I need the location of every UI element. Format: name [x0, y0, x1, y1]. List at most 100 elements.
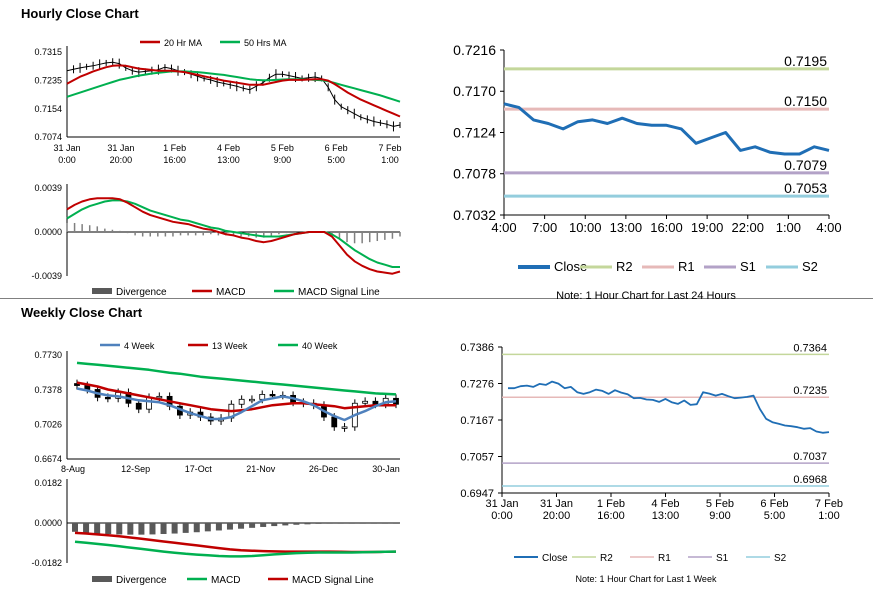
ma13-week-line	[76, 381, 396, 413]
y-tick-label: 0.0000	[34, 227, 62, 237]
close-line	[508, 380, 830, 434]
x-tick-label: 0:00	[58, 155, 76, 165]
y-tick-label: 0.7074	[34, 132, 62, 142]
ma20-line	[66, 64, 401, 118]
divergence-bar	[182, 523, 189, 533]
legend-swatch	[92, 576, 112, 582]
weekly-section-title: Weekly Close Chart	[21, 305, 143, 320]
x-tick-label: 1:00	[818, 510, 839, 522]
divergence-bar	[293, 523, 300, 525]
y-tick-label: 0.6674	[34, 454, 62, 464]
candle-body	[104, 396, 111, 400]
x-tick-label: 5 Feb	[271, 143, 294, 153]
y-tick-label: 0.7167	[460, 415, 494, 427]
candle-body	[249, 398, 255, 402]
candle-body	[269, 393, 276, 397]
x-tick-label: 26-Dec	[309, 464, 339, 474]
macd-line	[66, 197, 401, 275]
legend-label: S1	[716, 553, 729, 564]
divergence-bar	[393, 523, 399, 524]
y-tick-label: 0.7124	[453, 124, 496, 140]
y-tick-label: 0.7032	[453, 207, 496, 223]
legend-label: S2	[774, 553, 787, 564]
chart-note: Note: 1 Hour Chart for Last 24 Hours	[556, 290, 736, 302]
divergence-bar	[193, 523, 200, 533]
legend-label: MACD Signal Line	[298, 287, 380, 298]
x-tick-label: 1:00	[381, 155, 399, 165]
x-tick-label: 31 Jan	[485, 498, 518, 510]
macd-line	[74, 540, 397, 558]
x-tick-label: 4 Feb	[651, 498, 679, 510]
x-tick-label: 1 Feb	[597, 498, 625, 510]
level-label-r1: 0.7235	[793, 385, 827, 397]
section-divider	[0, 298, 873, 299]
legend-label: Close	[554, 259, 587, 274]
level-label-s2: 0.7053	[784, 180, 827, 196]
legend-label: 13 Week	[212, 341, 248, 351]
x-tick-label: 16:00	[163, 155, 186, 165]
divergence-bar	[149, 523, 156, 535]
candle-body	[238, 398, 245, 405]
y-tick-label: 0.7216	[453, 42, 496, 58]
divergence-bar	[381, 523, 388, 524]
x-tick-label: 31 Jan	[540, 498, 573, 510]
x-tick-label: 7 Feb	[815, 498, 843, 510]
legend-label: R1	[678, 259, 695, 274]
legend-label: MACD	[211, 575, 240, 586]
legend-label: 50 Hrs MA	[244, 38, 287, 48]
divergence-bar	[370, 523, 377, 524]
divergence-bar	[337, 523, 344, 524]
y-tick-label: 0.7386	[460, 342, 494, 354]
x-tick-label: 31 Jan	[53, 143, 80, 153]
x-tick-label: 30-Jan	[372, 464, 400, 474]
divergence-bar	[94, 523, 101, 534]
divergence-bar	[105, 523, 112, 534]
candle-body	[84, 385, 91, 390]
x-tick-label: 22:00	[731, 220, 764, 235]
legend-label: S2	[802, 259, 818, 274]
divergence-bar	[238, 523, 245, 529]
legend-label: Divergence	[116, 287, 167, 298]
x-tick-label: 5 Feb	[706, 498, 734, 510]
x-tick-label: 13:00	[217, 155, 240, 165]
y-tick-label: 0.0039	[34, 183, 62, 193]
divergence-bar	[271, 523, 278, 527]
y-tick-label: 0.7170	[453, 83, 496, 99]
x-tick-label: 12-Sep	[121, 464, 150, 474]
x-tick-label: 5:00	[327, 155, 345, 165]
divergence-bar	[171, 523, 178, 534]
divergence-bar	[83, 523, 90, 533]
x-tick-label: 8-Aug	[61, 464, 85, 474]
x-tick-label: 10:00	[569, 220, 602, 235]
divergence-bar	[348, 523, 355, 524]
level-label-r1: 0.7150	[784, 93, 827, 109]
candle-body	[135, 402, 142, 410]
x-tick-label: 1 Feb	[163, 143, 186, 153]
divergence-bar	[215, 523, 222, 531]
divergence-bar	[359, 523, 366, 524]
candle-body	[156, 395, 163, 399]
x-tick-label: 5:00	[764, 510, 785, 522]
legend-label: Divergence	[116, 575, 167, 586]
divergence-bar	[249, 523, 256, 528]
divergence-bar	[204, 523, 211, 532]
y-tick-label: 0.7078	[453, 166, 496, 182]
x-tick-label: 0:00	[491, 510, 512, 522]
divergence-bar	[260, 523, 267, 527]
candle-body	[331, 416, 338, 428]
y-tick-label: 0.0182	[34, 478, 62, 488]
macd-signal-line	[74, 531, 397, 554]
legend-label: 40 Week	[302, 341, 338, 351]
x-tick-label: 20:00	[110, 155, 133, 165]
candle-body	[372, 400, 379, 405]
x-tick-label: 7 Feb	[378, 143, 401, 153]
y-tick-label: 0.7154	[34, 104, 62, 114]
x-tick-label: 6 Feb	[325, 143, 348, 153]
y-tick-label: 0.7026	[34, 419, 62, 429]
legend-label: R2	[616, 259, 633, 274]
level-label-r2: 0.7364	[793, 342, 827, 354]
level-label-r2: 0.7195	[784, 53, 827, 69]
candle-body	[146, 396, 152, 410]
divergence-bar	[138, 523, 145, 535]
x-tick-label: 9:00	[709, 510, 730, 522]
